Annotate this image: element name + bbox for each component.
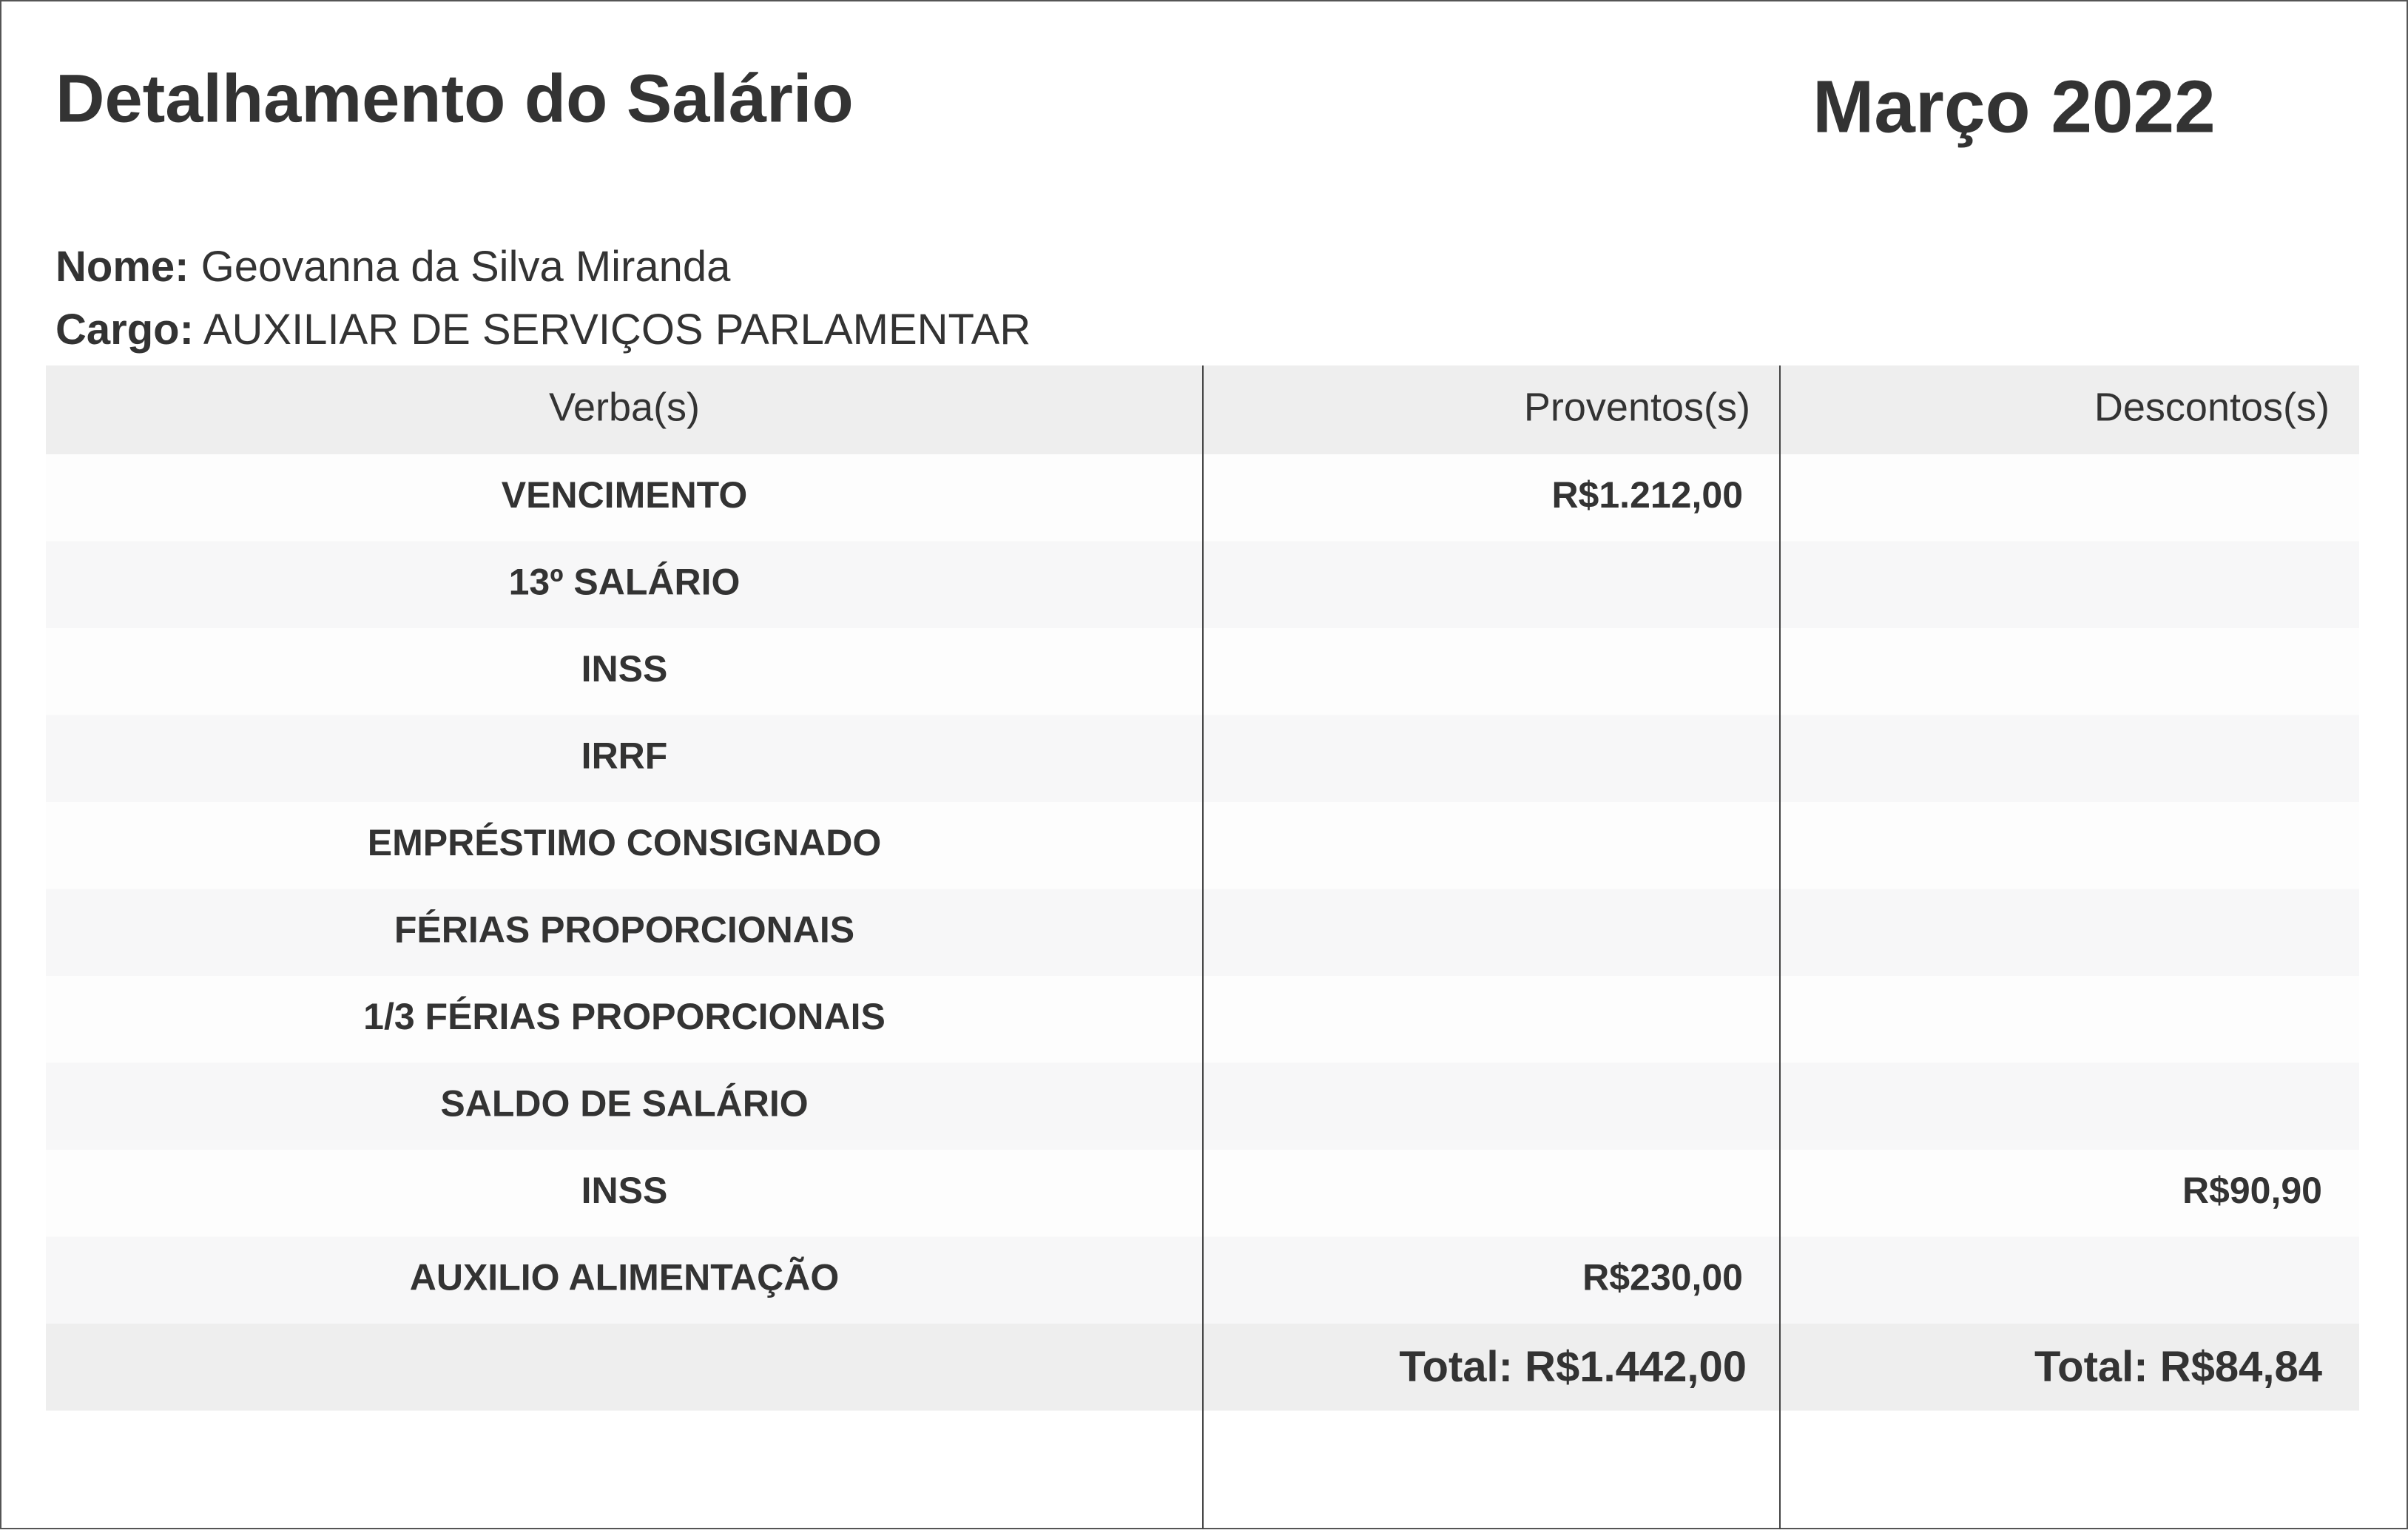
cell: FÉRIAS PROPORCIONAIS (394, 909, 854, 950)
role: AUXILIAR DE SERVIÇOS PARLAMENTAR (203, 306, 1031, 354)
cell: 1/3 FÉRIAS PROPORCIONAIS (363, 996, 886, 1037)
table: Verba(s) Proventos(s) Descontos(s) VENCIMEN… (46, 365, 2359, 1529)
role-label: Cargo: (55, 306, 194, 354)
cell: 13º SALÁRIO (509, 561, 741, 602)
total: Total: R$1.442,00 (1399, 1343, 1747, 1391)
cell: R$1.212,00 (1551, 474, 1743, 516)
period: Março 2022 (1812, 65, 2216, 148)
cell: R$90,90 (2182, 1170, 2322, 1211)
total: Total: R$84,84 (2034, 1343, 2322, 1391)
cell: INSS (581, 1170, 668, 1211)
cell: IRRF (581, 735, 668, 776)
name-line: Nome: Geovanna da Silva Miranda (55, 243, 731, 291)
column-header: Descontos(s) (2094, 385, 2330, 429)
role-line: Cargo: AUXILIAR DE SERVIÇOS PARLAMENTAR (55, 306, 1031, 354)
cell: R$230,00 (1582, 1256, 1743, 1298)
cell: EMPRÉSTIMO CONSIGNADO (368, 822, 881, 863)
column-header: Proventos(s) (1524, 385, 1750, 429)
cell: VENCIMENTO (502, 474, 747, 516)
cell: AUXILIO ALIMENTAÇÃO (410, 1256, 840, 1298)
title: Detalhamento do Salário (55, 61, 854, 136)
name-label: Nome: (55, 243, 189, 291)
cell: SALDO DE SALÁRIO (440, 1082, 808, 1124)
name: Geovanna da Silva Miranda (201, 243, 732, 291)
cell: INSS (581, 648, 668, 690)
column-header: Verba(s) (549, 385, 700, 429)
